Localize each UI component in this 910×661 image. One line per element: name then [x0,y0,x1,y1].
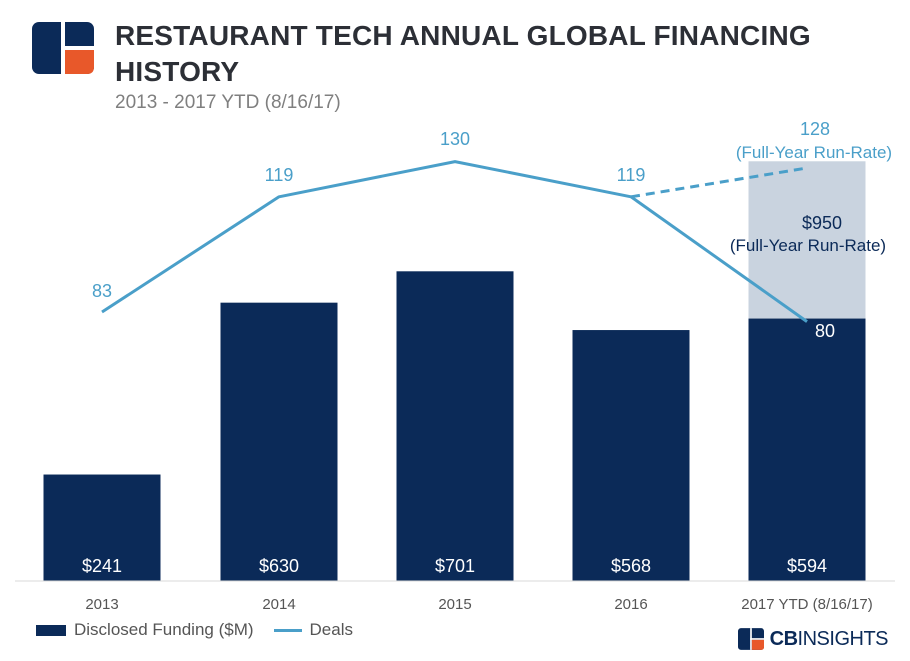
deals-run-rate-note: (Full-Year Run-Rate) [736,143,892,162]
funding-bar [220,302,338,581]
x-tick-label: 2015 [438,596,471,613]
legend-deals-swatch [273,628,302,632]
brand-suffix: INSIGHTS [797,627,889,650]
deals-line [101,160,808,323]
deals-point-label: 130 [440,129,470,149]
deals-run-rate-value: 128 [800,119,830,139]
deals-line-group: 83 119 130 119 80 128 (Full-Year Run-Rate) [92,119,892,341]
funding-bar-label: $568 [611,556,651,576]
brand-logo-icon [737,628,764,650]
funding-bar [396,271,514,581]
funding-bar [748,318,866,581]
cb-insights-logo-icon [32,22,94,74]
funding-bar-label: $241 [82,556,122,576]
brand-wordmark: CBINSIGHTS [769,627,889,651]
deals-point-label: 80 [815,321,835,341]
x-tick-label: 2017 YTD (8/16/17) [741,596,872,613]
x-tick-label: 2014 [262,596,295,613]
brand-prefix: CB [769,627,798,650]
funding-bar-label: $630 [259,556,299,576]
funding-bar [572,330,690,581]
x-axis-ticks: 2013 2014 2015 2016 2017 YTD (8/16/17) [85,596,872,613]
chart-subtitle: 2013 - 2017 YTD (8/16/17) [115,92,341,113]
legend-funding-swatch [36,624,66,636]
funding-bar [43,474,161,581]
legend-funding-label: Disclosed Funding ($M) [74,620,254,639]
deals-point-label: 119 [265,165,294,185]
funding-run-rate-note: (Full-Year Run-Rate) [730,236,886,255]
brand-footer: CBINSIGHTS [737,626,889,652]
funding-run-rate-value: $950 [802,213,842,233]
deals-point-label: 83 [92,281,112,301]
funding-bars: $241 $630 $701 $568 $594 $950 (Full-Year Run-R… [43,161,886,582]
chart-title: RESTAURANT TECH ANNUAL GLOBAL FINANCING … [115,20,811,87]
legend-deals-label: Deals [309,620,353,639]
legend: Disclosed Funding ($M) Deals [36,619,353,641]
funding-bar-label: $701 [435,556,475,576]
x-tick-label: 2013 [85,596,118,613]
funding-bar-label: $594 [787,556,827,576]
deals-point-label: 119 [617,165,646,185]
x-tick-label: 2016 [614,596,647,613]
